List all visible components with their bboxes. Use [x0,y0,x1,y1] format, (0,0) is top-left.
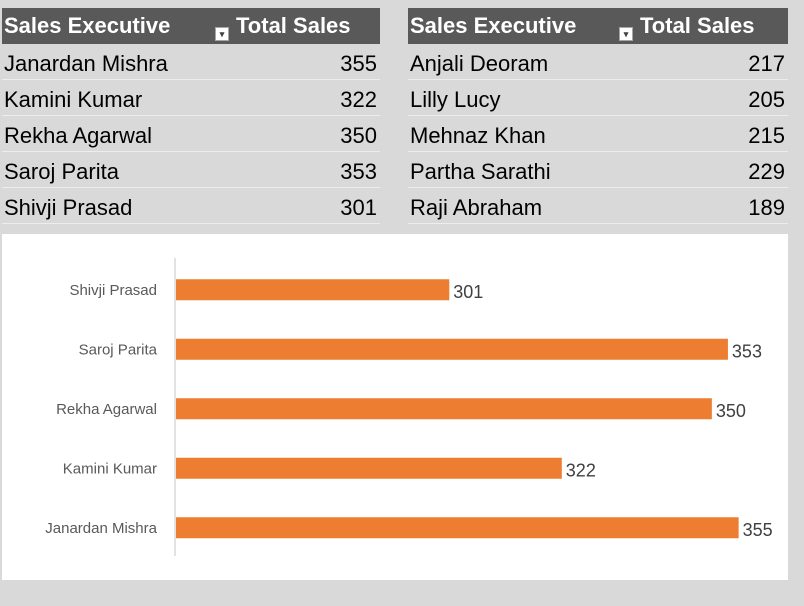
cell-name: Partha Sarathi [410,159,551,184]
cell-value: 322 [340,87,377,112]
cell-value: 353 [340,159,377,184]
cell-value: 217 [748,51,785,76]
cell-name: Saroj Parita [4,159,119,184]
pivot-header-right: Sales Executive ▾ Total Sales [408,8,788,44]
category-label: Saroj Parita [79,341,158,358]
data-label: 301 [453,282,483,302]
cell-value: 215 [748,123,785,148]
cell-name: Raji Abraham [410,195,543,220]
cell-name: Kamini Kumar [4,87,143,112]
cell-value: 350 [340,123,377,148]
cell-value: 355 [340,51,377,76]
cell-name: Janardan Mishra [4,51,168,76]
header-total-sales[interactable]: Total Sales [236,13,351,38]
chart-canvas: Shivji Prasad 301 Saroj Parita 353 Rekha Aga… [45,258,773,556]
header-total-sales[interactable]: Total Sales [640,13,755,38]
cell-name: Mehnaz Khan [410,123,546,148]
filter-dropdown-icon[interactable]: ▾ [215,27,229,41]
cell-value: 229 [748,159,785,184]
table-row[interactable]: Saroj Parita 353 [2,152,380,188]
cell-name: Anjali Deoram [410,51,549,76]
table-row[interactable]: Lilly Lucy 205 [408,80,788,116]
pivot-table-left: Sales Executive ▾ Total Sales Janardan M… [2,8,380,224]
table-row[interactable]: Kamini Kumar 322 [2,80,380,116]
category-label: Rekha Agarwal [56,401,157,418]
bar[interactable] [176,398,712,420]
data-label: 322 [566,460,596,480]
pivot-header-left: Sales Executive ▾ Total Sales [2,8,380,44]
table-row[interactable]: Shivji Prasad 301 [2,188,380,224]
table-row[interactable]: Mehnaz Khan 215 [408,116,788,152]
pivot-table-right: Sales Executive ▾ Total Sales Anjali Deo… [408,8,788,224]
table-row[interactable]: Anjali Deoram 217 [408,44,788,80]
table-row[interactable]: Partha Sarathi 229 [408,152,788,188]
header-sales-executive[interactable]: Sales Executive [4,13,171,38]
data-label: 350 [716,401,746,421]
table-row[interactable]: Janardan Mishra 355 [2,44,380,80]
bar[interactable] [176,279,450,301]
bar[interactable] [176,338,728,360]
cell-value: 205 [748,87,785,112]
header-sales-executive[interactable]: Sales Executive [410,13,577,38]
cell-value: 189 [748,195,785,220]
table-row[interactable]: Rekha Agarwal 350 [2,116,380,152]
table-row[interactable]: Raji Abraham 189 [408,188,788,224]
data-label: 353 [732,341,762,361]
bar[interactable] [176,517,739,539]
category-label: Kamini Kumar [63,460,157,477]
bar[interactable] [176,457,562,479]
cell-value: 301 [340,195,377,220]
bar-chart[interactable]: Shivji Prasad 301 Saroj Parita 353 Rekha Aga… [2,234,788,580]
cell-name: Lilly Lucy [410,87,501,112]
data-label: 355 [743,520,773,540]
category-label: Janardan Mishra [45,520,157,537]
category-label: Shivji Prasad [69,282,157,299]
filter-dropdown-icon[interactable]: ▾ [619,27,633,41]
cell-name: Rekha Agarwal [4,123,152,148]
cell-name: Shivji Prasad [4,195,133,220]
